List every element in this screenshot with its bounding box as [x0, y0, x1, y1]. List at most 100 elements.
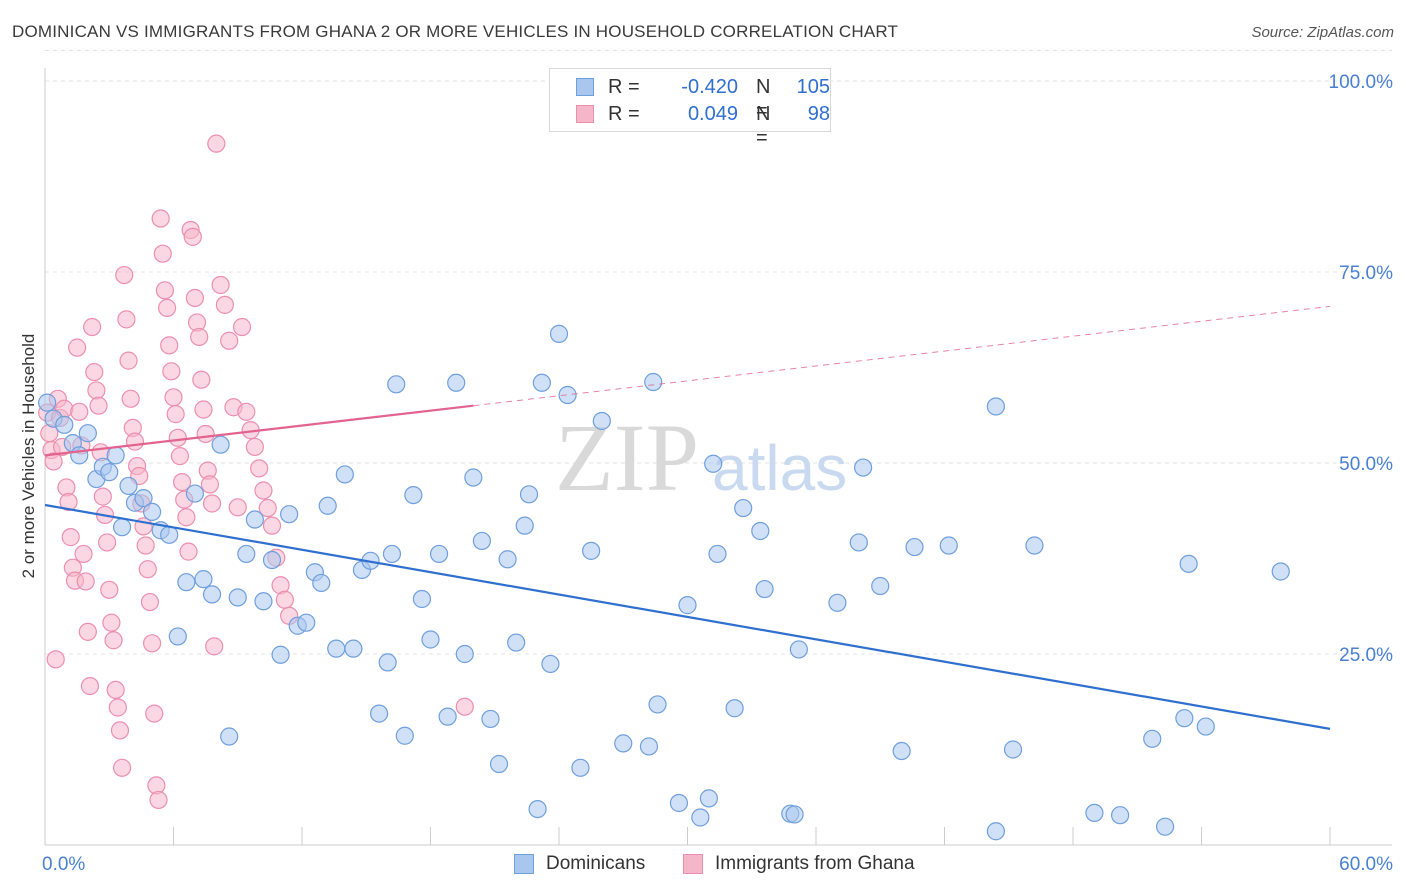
ghana-point	[237, 402, 256, 421]
dominican-point	[387, 375, 406, 394]
dominican-point	[1143, 729, 1162, 748]
dominican-point	[549, 324, 569, 343]
ghana-point	[98, 533, 117, 552]
dominican-point	[498, 550, 517, 569]
ghana-point	[179, 542, 198, 561]
dominican-point	[704, 454, 723, 473]
ghana-point	[245, 437, 264, 457]
dominican-point	[318, 496, 337, 515]
ghana-point	[185, 288, 205, 308]
watermark-zip: ZIP	[555, 404, 699, 511]
ghana-point	[205, 637, 224, 656]
dominican-point	[528, 799, 547, 819]
dominican-point	[755, 579, 774, 599]
dominican-point	[370, 704, 389, 723]
y-tick-label: 25.0%	[1339, 645, 1393, 666]
ghana-point	[110, 721, 130, 740]
dominican-point	[1271, 562, 1290, 581]
dominican-point	[55, 415, 74, 434]
dominican-point	[78, 424, 97, 443]
dominican-point	[871, 576, 890, 596]
tick-labels: 25.0% 50.0% 75.0% 100.0% 0.0% 60.0%	[42, 72, 1393, 875]
dominican-point	[177, 573, 196, 592]
dominican-point	[134, 489, 153, 508]
dominican-point	[708, 544, 727, 564]
ghana-point	[258, 498, 277, 518]
ghana-point	[136, 536, 155, 555]
ghana-point	[194, 400, 213, 419]
ghana-point	[59, 492, 78, 512]
legend-n-value: 105	[796, 76, 830, 98]
dominican-point	[237, 544, 256, 564]
ghana-point	[170, 447, 190, 466]
dominican-point	[280, 505, 299, 524]
ghana-trendline-dashed	[473, 305, 1331, 407]
ghana-point	[80, 676, 100, 696]
ghana-point	[140, 592, 160, 612]
dominican-point	[335, 465, 354, 484]
dominican-point	[254, 592, 273, 611]
dominican-point	[429, 544, 449, 564]
legend-swatch-pink	[576, 105, 594, 123]
ghana-point	[115, 265, 134, 285]
watermark: ZIP atlas	[555, 404, 847, 511]
dominican-point	[100, 463, 119, 482]
legend-r-value: 0.049	[687, 103, 738, 125]
dominican-point	[669, 793, 689, 813]
ghana-point	[89, 396, 108, 415]
dominican-point	[648, 695, 667, 714]
ghana-point	[250, 459, 269, 478]
dominican-point	[185, 484, 205, 503]
ghana-point	[215, 295, 234, 314]
ghana-point	[177, 508, 196, 527]
dominican-point	[532, 373, 551, 392]
legend-label-ghana: Immigrants from Ghana	[715, 853, 915, 874]
dominican-point	[438, 707, 457, 726]
y-tick-label: 50.0%	[1339, 454, 1393, 475]
dominican-point	[447, 373, 466, 392]
dominican-point	[905, 537, 924, 557]
ghana-point	[155, 281, 175, 300]
dominican-point	[142, 502, 162, 521]
dominican-point	[939, 536, 958, 555]
ghana-point	[455, 697, 474, 716]
ghana-point	[76, 572, 95, 591]
dominican-point	[112, 518, 132, 537]
dominican-point	[828, 593, 847, 612]
dominican-point	[1196, 717, 1215, 736]
ghana-point	[202, 494, 222, 513]
dominican-point	[678, 596, 697, 615]
ghana-point	[100, 580, 119, 599]
ghana-point	[196, 424, 215, 444]
dominican-point	[725, 699, 744, 718]
dominican-point	[262, 550, 282, 570]
dominican-point	[106, 446, 125, 465]
dominican-point	[785, 805, 804, 824]
ghana-point	[112, 758, 132, 777]
dominican-point	[344, 639, 363, 658]
dominican-point	[854, 458, 873, 477]
dominican-point	[1085, 803, 1104, 823]
ghana-point	[190, 327, 209, 347]
ghana-point	[119, 351, 138, 370]
ghana-point	[220, 331, 239, 350]
ghana-point	[102, 613, 121, 632]
dominican-point	[592, 411, 611, 431]
dominican-point	[455, 644, 474, 664]
ghana-point	[70, 402, 89, 421]
dominican-point	[421, 630, 440, 649]
ghana-point	[87, 381, 106, 400]
grid-lines	[45, 49, 1392, 655]
legend-n-label: N =	[756, 103, 771, 149]
dominican-point	[412, 589, 432, 609]
trend-lines	[44, 305, 1331, 730]
stats-legend: R = -0.420 N = 105 R = 0.049 N = 98	[549, 68, 831, 149]
ghana-point	[78, 622, 97, 641]
ghana-point	[254, 481, 273, 500]
dominican-point	[1175, 709, 1194, 728]
ghana-point	[192, 370, 211, 389]
dominican-point	[734, 498, 753, 518]
ghana-point	[83, 317, 102, 337]
ghana-point	[157, 298, 177, 318]
